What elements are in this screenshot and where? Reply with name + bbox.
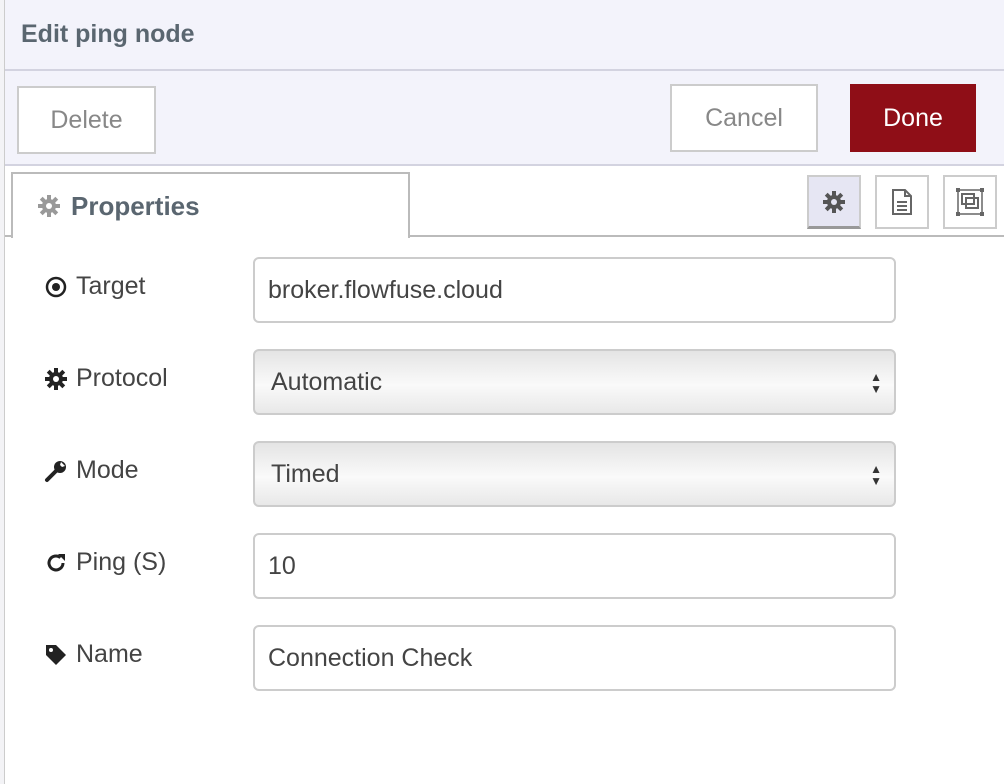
gear-icon bbox=[823, 190, 845, 213]
gear-icon bbox=[45, 367, 67, 390]
ping-label: Ping (S) bbox=[44, 548, 166, 577]
mode-label-text: Mode bbox=[76, 456, 139, 484]
mode-label: Mode bbox=[44, 456, 139, 485]
done-button[interactable]: Done bbox=[850, 84, 976, 152]
document-icon bbox=[892, 189, 912, 215]
cancel-button[interactable]: Cancel bbox=[670, 84, 818, 152]
delete-button[interactable]: Delete bbox=[17, 86, 156, 154]
name-label-text: Name bbox=[76, 640, 143, 668]
protocol-select[interactable]: Automatic ▲ ▼ bbox=[253, 349, 896, 415]
appearance-tab-button[interactable] bbox=[943, 175, 997, 229]
frame-icon bbox=[956, 188, 984, 216]
target-label: Target bbox=[44, 272, 145, 301]
properties-tab-button[interactable] bbox=[807, 175, 861, 229]
select-arrows-icon: ▲ ▼ bbox=[870, 462, 882, 488]
protocol-select-value: Automatic bbox=[271, 367, 383, 396]
tab-properties-label: Properties bbox=[71, 190, 200, 221]
gear-icon bbox=[38, 195, 60, 217]
mode-select[interactable]: Timed ▲ ▼ bbox=[253, 441, 896, 507]
wrench-icon bbox=[45, 460, 66, 482]
refresh-icon bbox=[47, 553, 65, 571]
dot-circle-icon bbox=[45, 276, 67, 297]
name-label: Name bbox=[44, 640, 143, 669]
ping-input[interactable]: 10 bbox=[253, 533, 896, 599]
ping-label-text: Ping (S) bbox=[76, 548, 167, 576]
page-title: Edit ping node bbox=[21, 20, 195, 48]
tag-icon bbox=[46, 644, 66, 665]
tab-divider bbox=[5, 235, 11, 237]
protocol-label: Protocol bbox=[44, 364, 168, 393]
tab-properties[interactable]: Properties bbox=[11, 172, 410, 238]
tab-divider bbox=[410, 235, 1004, 237]
target-input[interactable]: broker.flowfuse.cloud bbox=[253, 257, 896, 323]
tray-header: Edit ping node bbox=[5, 0, 1004, 71]
name-input[interactable]: Connection Check bbox=[253, 625, 896, 691]
panel-edge bbox=[0, 0, 5, 784]
mode-select-value: Timed bbox=[271, 459, 340, 488]
tray-toolbar bbox=[5, 71, 1004, 166]
protocol-label-text: Protocol bbox=[76, 364, 168, 392]
select-arrows-icon: ▲ ▼ bbox=[870, 370, 882, 396]
description-tab-button[interactable] bbox=[875, 175, 929, 229]
target-label-text: Target bbox=[76, 272, 146, 300]
